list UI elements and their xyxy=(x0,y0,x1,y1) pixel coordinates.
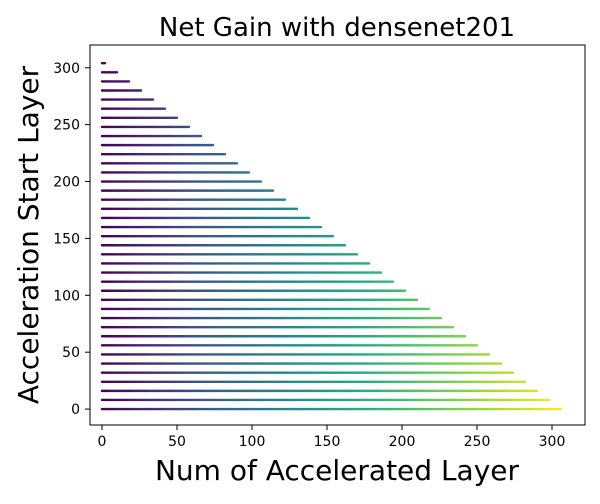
x-tick-label-150: 150 xyxy=(314,434,341,450)
x-axis-label-group: Num of Accelerated Layer xyxy=(155,454,520,487)
y-tick-label-300: 300 xyxy=(53,61,80,77)
chart-title: Net Gain with densenet201 xyxy=(159,13,515,43)
plot-area-group xyxy=(89,44,586,426)
x-tick-label-100: 100 xyxy=(239,434,266,450)
x-ticks: 0 50 100 150 200 250 300 xyxy=(98,425,566,450)
y-axis-label-group: Acceleration Start Layer xyxy=(12,65,45,404)
chart-title-group: Net Gain with densenet201 xyxy=(159,13,515,43)
y-tick-label-200: 200 xyxy=(53,175,80,191)
x-tick-label-0: 0 xyxy=(98,434,107,450)
y-tick-label-250: 250 xyxy=(53,118,80,134)
y-tick-label-50: 50 xyxy=(62,345,80,361)
x-axis-label: Num of Accelerated Layer xyxy=(155,454,520,487)
y-tick-label-150: 150 xyxy=(53,231,80,247)
y-tick-label-0: 0 xyxy=(71,402,80,418)
x-tick-label-250: 250 xyxy=(464,434,491,450)
y-tick-label-100: 100 xyxy=(53,288,80,304)
y-axis-label: Acceleration Start Layer xyxy=(12,65,45,404)
series-layer xyxy=(100,62,563,411)
x-tick-label-50: 50 xyxy=(168,434,186,450)
x-tick-label-300: 300 xyxy=(539,434,566,450)
y-ticks: 0 50 100 150 200 250 300 xyxy=(53,61,90,418)
x-tick-label-200: 200 xyxy=(389,434,416,450)
